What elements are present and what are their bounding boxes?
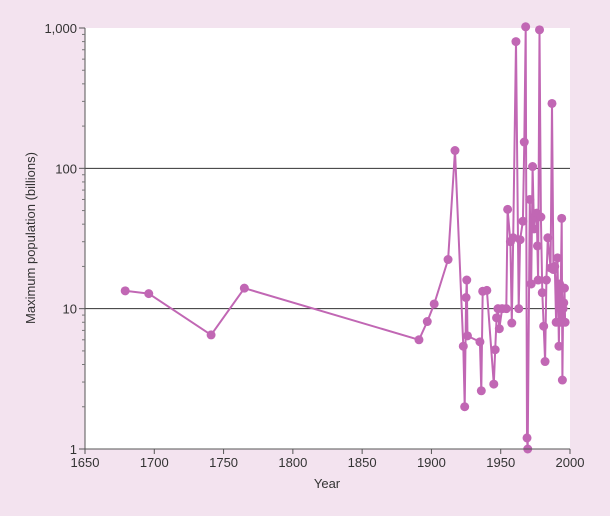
data-point-18 (489, 379, 499, 389)
data-point-64 (559, 298, 569, 308)
data-point-45 (535, 25, 545, 35)
data-point-7 (443, 255, 453, 265)
data-point-58 (554, 341, 564, 351)
data-point-12 (462, 275, 472, 285)
data-point-53 (547, 98, 557, 108)
data-point-39 (528, 162, 538, 172)
x-tick-label-1850: 1850 (348, 455, 377, 470)
data-point-32 (518, 216, 528, 226)
data-point-27 (507, 318, 517, 328)
data-point-25 (503, 204, 513, 214)
data-point-0 (120, 286, 130, 296)
x-tick-label-1700: 1700 (140, 455, 169, 470)
data-point-4 (414, 335, 424, 345)
data-point-14 (475, 337, 485, 347)
data-point-57 (553, 253, 563, 263)
data-point-13 (462, 331, 472, 341)
data-point-3 (239, 283, 249, 293)
y-tick-label-1000: 1,000 (44, 21, 77, 36)
data-point-17 (482, 285, 492, 295)
data-point-15 (476, 386, 486, 396)
data-point-20 (492, 313, 502, 323)
data-point-22 (494, 324, 504, 334)
data-point-1 (144, 289, 154, 299)
x-tick-label-1900: 1900 (417, 455, 446, 470)
x-tick-label-1650: 1650 (71, 455, 100, 470)
data-point-55 (550, 261, 560, 271)
data-point-37 (525, 194, 535, 204)
data-series (120, 22, 570, 454)
data-point-29 (511, 37, 521, 47)
x-tick-label-1950: 1950 (486, 455, 515, 470)
data-point-28 (508, 233, 518, 243)
data-point-38 (526, 279, 536, 289)
data-point-19 (490, 345, 500, 355)
data-point-31 (515, 235, 525, 245)
data-point-30 (514, 304, 524, 314)
y-axis: 1 10 100 1,000 (44, 21, 86, 457)
x-tick-label-1800: 1800 (278, 455, 307, 470)
data-point-46 (536, 212, 546, 222)
x-tick-label-1750: 1750 (209, 455, 238, 470)
data-point-47 (537, 288, 547, 298)
data-point-10 (460, 402, 470, 412)
data-point-6 (429, 299, 439, 309)
x-tick-label-2000: 2000 (556, 455, 585, 470)
data-point-35 (522, 433, 532, 443)
data-point-43 (532, 241, 542, 251)
data-point-62 (557, 375, 567, 385)
data-point-50 (541, 275, 551, 285)
y-axis-title: Maximum population (billions) (23, 152, 38, 324)
data-point-49 (540, 357, 550, 367)
data-point-51 (543, 233, 553, 243)
x-axis: 1650 1700 1750 1800 1850 1900 1950 2000 (71, 448, 585, 470)
data-point-11 (461, 293, 471, 303)
data-point-65 (559, 283, 569, 293)
data-point-9 (458, 341, 468, 351)
data-point-44 (533, 275, 543, 285)
data-point-66 (560, 317, 570, 327)
data-point-5 (422, 317, 432, 327)
data-point-33 (519, 137, 529, 147)
x-axis-title: Year (314, 476, 341, 491)
data-point-40 (529, 224, 539, 234)
data-point-48 (539, 321, 549, 331)
data-point-24 (501, 304, 511, 314)
plot-background (85, 28, 570, 449)
data-point-61 (557, 213, 567, 223)
y-tick-label-10: 10 (63, 302, 77, 317)
y-tick-label-1: 1 (70, 442, 77, 457)
y-tick-label-100: 100 (55, 161, 77, 176)
data-point-8 (450, 145, 460, 155)
data-point-34 (521, 22, 531, 32)
data-point-2 (206, 330, 216, 340)
